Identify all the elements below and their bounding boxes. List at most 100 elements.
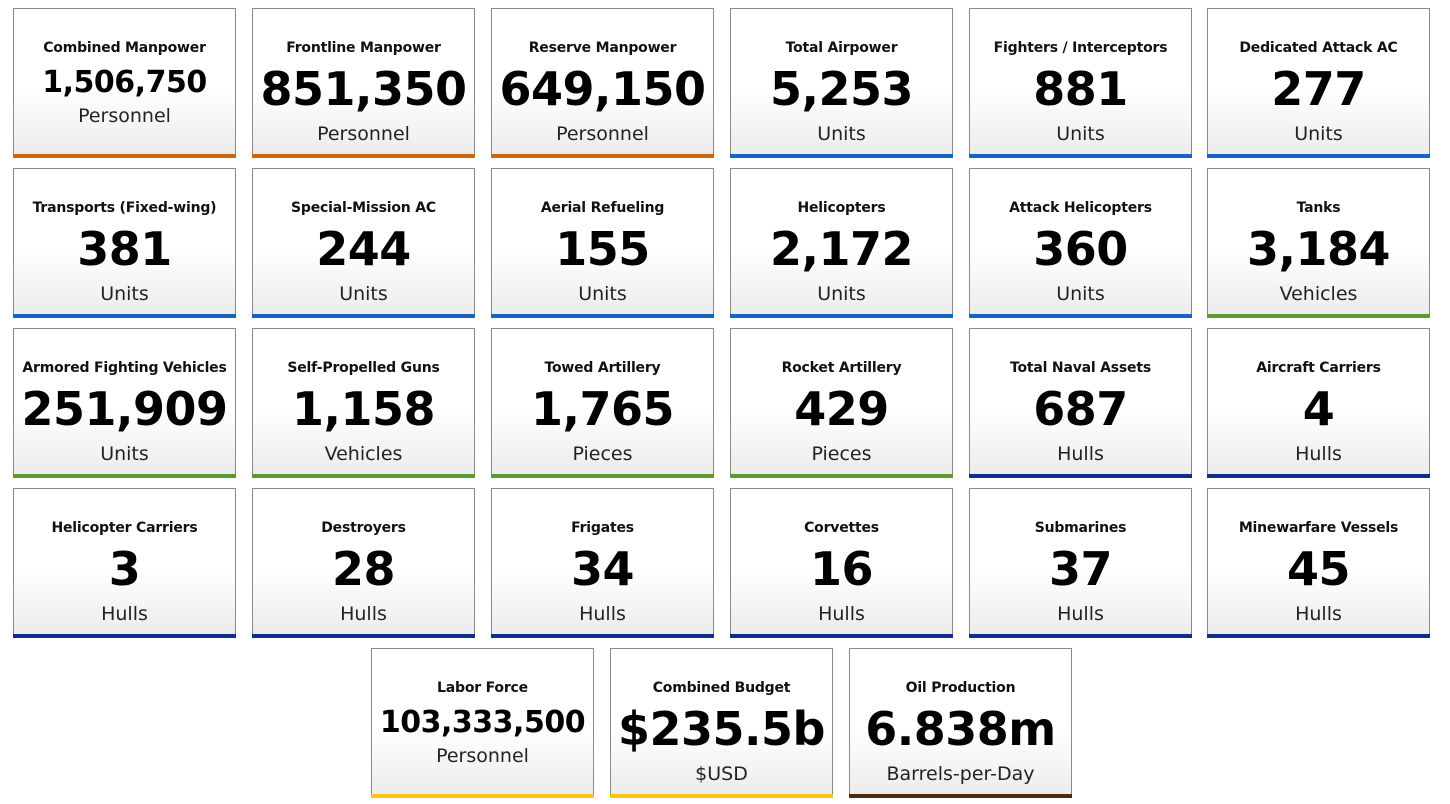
stat-card: Fighters / Interceptors 881 Units bbox=[969, 8, 1192, 158]
stat-label: Attack Helicopters bbox=[1009, 200, 1152, 216]
category-color-bar bbox=[969, 474, 1192, 478]
category-color-bar bbox=[969, 634, 1192, 638]
category-color-bar bbox=[491, 634, 714, 638]
stat-unit: Units bbox=[1056, 283, 1105, 305]
stat-value: 1,158 bbox=[291, 382, 436, 436]
stat-label: Aircraft Carriers bbox=[1256, 360, 1381, 376]
stat-label: Rocket Artillery bbox=[781, 360, 902, 376]
stat-label: Dedicated Attack AC bbox=[1239, 40, 1398, 56]
stat-value: 381 bbox=[77, 222, 172, 276]
stat-unit: Vehicles bbox=[324, 443, 403, 465]
stat-unit: Units bbox=[339, 283, 388, 305]
stat-card: Oil Production 6.838m Barrels-per-Day bbox=[849, 648, 1072, 798]
stat-value: 881 bbox=[1033, 62, 1128, 116]
stat-value: 37 bbox=[1048, 542, 1113, 596]
category-color-bar bbox=[252, 154, 475, 158]
stat-card: Transports (Fixed-wing) 381 Units bbox=[13, 168, 236, 318]
stat-label: Helicopter Carriers bbox=[51, 520, 198, 536]
stat-label: Special-Mission AC bbox=[291, 200, 436, 216]
stat-card: Dedicated Attack AC 277 Units bbox=[1207, 8, 1430, 158]
stat-unit: Personnel bbox=[78, 105, 171, 127]
stat-unit: Units bbox=[817, 123, 866, 145]
category-color-bar bbox=[252, 634, 475, 638]
stat-value: 649,150 bbox=[499, 62, 706, 116]
category-color-bar bbox=[969, 154, 1192, 158]
stat-unit: Personnel bbox=[317, 123, 410, 145]
category-color-bar bbox=[371, 794, 594, 798]
stat-label: Oil Production bbox=[905, 680, 1016, 696]
stat-unit: Hulls bbox=[1295, 603, 1342, 625]
stat-label: Corvettes bbox=[804, 520, 879, 536]
stat-value: 2,172 bbox=[769, 222, 914, 276]
category-color-bar bbox=[13, 634, 236, 638]
stat-card: Helicopters 2,172 Units bbox=[730, 168, 953, 318]
stat-card: Combined Manpower 1,506,750 Personnel bbox=[13, 8, 236, 158]
stat-card: Destroyers 28 Hulls bbox=[252, 488, 475, 638]
stat-unit: Units bbox=[817, 283, 866, 305]
stat-label: Combined Manpower bbox=[43, 40, 206, 56]
stat-label: Fighters / Interceptors bbox=[993, 40, 1168, 56]
stat-card: Minewarfare Vessels 45 Hulls bbox=[1207, 488, 1430, 638]
category-color-bar bbox=[1207, 154, 1430, 158]
stat-label: Towed Artillery bbox=[544, 360, 661, 376]
stat-card: Attack Helicopters 360 Units bbox=[969, 168, 1192, 318]
stat-card: Combined Budget $235.5b $USD bbox=[610, 648, 833, 798]
stat-value: $235.5b bbox=[618, 702, 825, 756]
category-color-bar bbox=[13, 474, 236, 478]
stat-unit: Units bbox=[100, 443, 149, 465]
stat-value: 1,765 bbox=[530, 382, 675, 436]
stat-label: Minewarfare Vessels bbox=[1238, 520, 1399, 536]
stat-card: Rocket Artillery 429 Pieces bbox=[730, 328, 953, 478]
stat-card: Frontline Manpower 851,350 Personnel bbox=[252, 8, 475, 158]
stat-value: 244 bbox=[316, 222, 411, 276]
stat-unit: Hulls bbox=[340, 603, 387, 625]
category-color-bar bbox=[730, 154, 953, 158]
stat-unit: Personnel bbox=[436, 745, 529, 767]
stat-card: Labor Force 103,333,500 Personnel bbox=[371, 648, 594, 798]
category-color-bar bbox=[491, 154, 714, 158]
category-color-bar bbox=[610, 794, 833, 798]
stat-card: Aircraft Carriers 4 Hulls bbox=[1207, 328, 1430, 478]
stat-value: 687 bbox=[1033, 382, 1128, 436]
stat-label: Transports (Fixed-wing) bbox=[32, 200, 217, 216]
stat-label: Destroyers bbox=[321, 520, 406, 536]
stat-value: 45 bbox=[1286, 542, 1351, 596]
stat-value: 429 bbox=[794, 382, 889, 436]
stat-label: Total Naval Assets bbox=[1010, 360, 1151, 376]
stat-unit: Hulls bbox=[1057, 603, 1104, 625]
stat-card: Armored Fighting Vehicles 251,909 Units bbox=[13, 328, 236, 478]
stat-unit: Units bbox=[1056, 123, 1105, 145]
stat-value: 155 bbox=[555, 222, 650, 276]
stat-unit: $USD bbox=[695, 763, 748, 785]
stat-card: Total Airpower 5,253 Units bbox=[730, 8, 953, 158]
stat-label: Combined Budget bbox=[652, 680, 791, 696]
stat-value: 3,184 bbox=[1246, 222, 1391, 276]
stat-label: Helicopters bbox=[797, 200, 886, 216]
stat-unit: Hulls bbox=[101, 603, 148, 625]
category-color-bar bbox=[730, 474, 953, 478]
category-color-bar bbox=[491, 314, 714, 318]
category-color-bar bbox=[1207, 474, 1430, 478]
stat-unit: Units bbox=[100, 283, 149, 305]
stat-card: Submarines 37 Hulls bbox=[969, 488, 1192, 638]
stat-card: Special-Mission AC 244 Units bbox=[252, 168, 475, 318]
stat-card: Reserve Manpower 649,150 Personnel bbox=[491, 8, 714, 158]
stat-value: 28 bbox=[331, 542, 396, 596]
stat-label: Self-Propelled Guns bbox=[287, 360, 440, 376]
stat-unit: Pieces bbox=[811, 443, 872, 465]
stat-label: Frigates bbox=[571, 520, 634, 536]
stat-label: Tanks bbox=[1296, 200, 1341, 216]
stat-value: 851,350 bbox=[260, 62, 467, 116]
stat-value: 103,333,500 bbox=[379, 705, 586, 740]
stat-card: Helicopter Carriers 3 Hulls bbox=[13, 488, 236, 638]
stat-unit: Pieces bbox=[572, 443, 633, 465]
category-color-bar bbox=[252, 314, 475, 318]
stat-label: Armored Fighting Vehicles bbox=[22, 360, 227, 376]
stat-value: 360 bbox=[1033, 222, 1128, 276]
category-color-bar bbox=[1207, 314, 1430, 318]
stat-label: Labor Force bbox=[437, 680, 528, 696]
stat-card: Towed Artillery 1,765 Pieces bbox=[491, 328, 714, 478]
stat-card: Aerial Refueling 155 Units bbox=[491, 168, 714, 318]
stat-unit: Barrels-per-Day bbox=[886, 763, 1035, 785]
